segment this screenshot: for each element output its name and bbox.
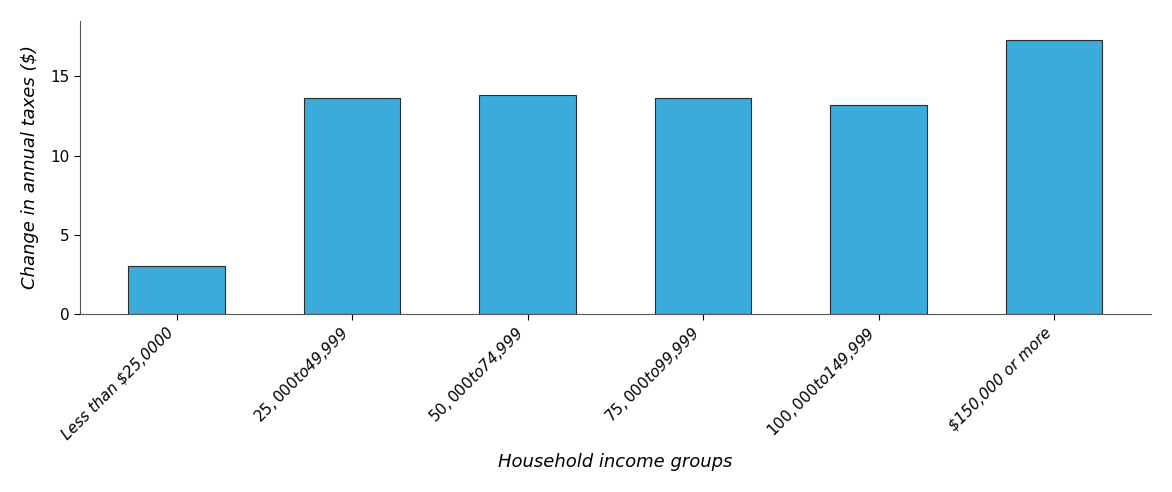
Bar — [479, 95, 575, 314]
Y-axis label: Change in annual taxes ($): Change in annual taxes ($) — [21, 45, 39, 289]
Bar — [831, 105, 927, 314]
X-axis label: Household income groups: Household income groups — [498, 453, 732, 471]
Bar — [655, 98, 751, 314]
Bar — [304, 98, 401, 314]
Bar — [1006, 40, 1103, 314]
Bar — [128, 267, 225, 314]
